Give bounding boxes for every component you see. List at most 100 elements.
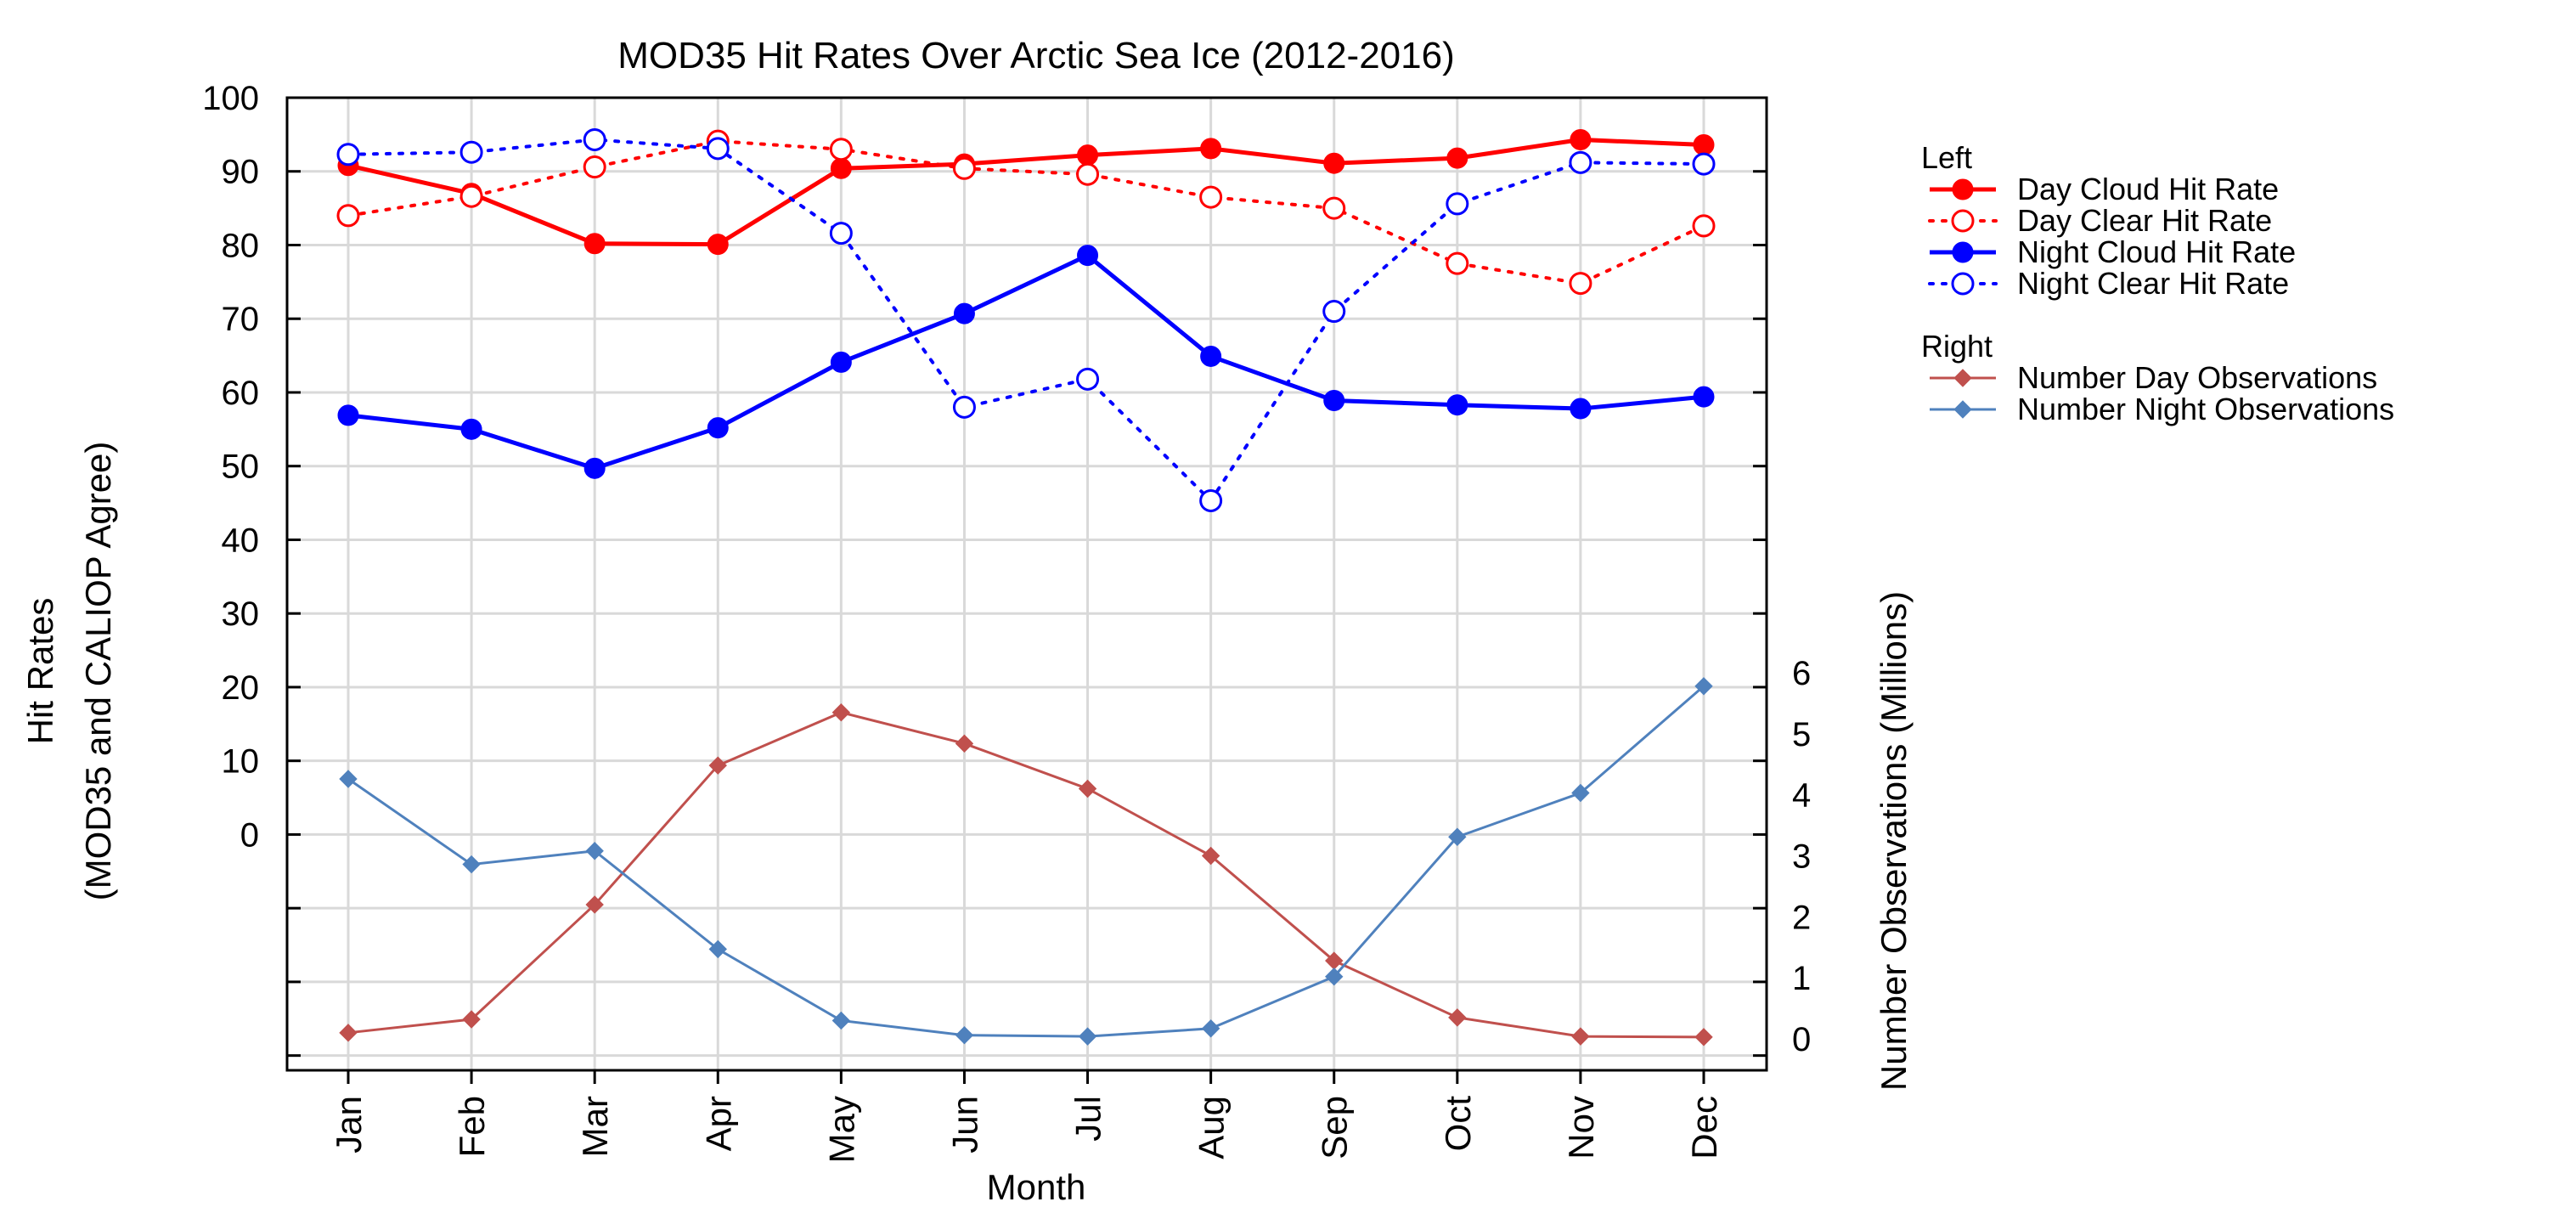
x-tick-label-mar: Mar — [575, 1096, 615, 1157]
left-tick-label: 30 — [222, 595, 260, 633]
series-night-cloud-hit-rate — [337, 245, 1715, 479]
data-point-number-night-observations-sep — [1325, 968, 1344, 986]
data-point-day-clear-hit-rate-dec — [1692, 214, 1716, 238]
data-point-night-cloud-hit-rate-aug — [1200, 345, 1222, 367]
series-day-clear-hit-rate — [336, 129, 1716, 296]
legend-label: Day Cloud Hit Rate — [2017, 172, 2279, 206]
data-point-night-cloud-hit-rate-feb — [460, 418, 482, 440]
data-point-day-cloud-hit-rate-sep — [1323, 152, 1345, 174]
series-night-clear-hit-rate — [336, 127, 1716, 512]
data-point-number-night-observations-may — [831, 1011, 851, 1030]
data-point-number-day-observations-jan — [339, 1024, 358, 1042]
data-point-night-cloud-hit-rate-sep — [1323, 390, 1345, 412]
data-point-day-clear-hit-rate-jan — [336, 204, 360, 228]
data-point-number-night-observations-feb — [462, 855, 481, 874]
data-point-night-clear-hit-rate-oct — [1446, 192, 1469, 216]
left-tick-label: 40 — [222, 522, 260, 559]
data-point-number-day-observations-mar — [585, 895, 604, 914]
series-line-day-clear-hit-rate — [347, 139, 1705, 285]
left-tick-label: 20 — [222, 669, 260, 707]
legend-item-night-cloud-hit-rate: Night Cloud Hit Rate — [1930, 234, 2296, 269]
data-point-number-day-observations-jul — [1078, 779, 1097, 798]
x-tick-label-jan: Jan — [329, 1096, 369, 1154]
series-line-number-day-observations — [347, 711, 1705, 1039]
data-point-number-night-observations-nov — [1571, 783, 1590, 803]
data-point-day-clear-hit-rate-jun — [952, 156, 976, 180]
data-point-night-cloud-hit-rate-oct — [1446, 394, 1468, 416]
data-point-number-day-observations-nov — [1571, 1027, 1590, 1046]
data-point-day-cloud-hit-rate-apr — [707, 234, 729, 256]
left-axis-ticks: 0 10 20 30 40 50 60 70 80 90 100 — [202, 80, 301, 1058]
data-point-day-clear-hit-rate-feb — [459, 184, 483, 208]
x-tick-label-apr: Apr — [698, 1096, 738, 1151]
data-point-day-clear-hit-rate-mar — [583, 155, 606, 179]
data-point-day-cloud-hit-rate-oct — [1446, 147, 1468, 169]
data-point-day-clear-hit-rate-jul — [1076, 162, 1100, 186]
x-tick-label-may: May — [821, 1096, 861, 1163]
right-tick-label: 4 — [1792, 777, 1811, 815]
data-point-night-cloud-hit-rate-nov — [1570, 398, 1592, 420]
right-axis-ticks: 0 1 2 3 4 5 6 — [1753, 96, 1811, 1058]
data-point-night-clear-hit-rate-jul — [1076, 367, 1100, 391]
series-line-number-night-observations — [347, 685, 1705, 1038]
left-axis-label-line2: (MOD35 and CALIOP Agree) — [78, 442, 118, 901]
data-point-night-clear-hit-rate-jun — [952, 395, 976, 419]
data-point-day-cloud-hit-rate-aug — [1200, 138, 1222, 160]
left-tick-label: 80 — [222, 227, 260, 264]
legend-group-right: Right — [1921, 329, 1993, 364]
legend-item-day-clear-hit-rate: Day Clear Hit Rate — [1928, 203, 2272, 238]
x-tick-label-sep: Sep — [1315, 1096, 1355, 1159]
data-point-night-clear-hit-rate-sep — [1322, 300, 1346, 324]
data-point-number-day-observations-jun — [955, 734, 974, 753]
data-point-number-night-observations-jul — [1078, 1027, 1097, 1046]
legend-label: Night Cloud Hit Rate — [2017, 234, 2296, 269]
data-point-number-day-observations-oct — [1448, 1008, 1467, 1027]
data-point-number-night-observations-jan — [339, 770, 358, 788]
data-point-night-clear-hit-rate-apr — [706, 137, 730, 161]
legend-item-number-day-observations: Number Day Observations — [1930, 360, 2377, 395]
legend-label: Day Clear Hit Rate — [2017, 203, 2272, 238]
left-tick-label: 70 — [222, 301, 260, 338]
plot-frame — [285, 96, 1768, 1072]
left-tick-label: 50 — [222, 449, 260, 486]
legend-item-night-clear-hit-rate: Night Clear Hit Rate — [1928, 266, 2289, 301]
data-point-night-clear-hit-rate-jan — [336, 143, 360, 166]
data-point-number-day-observations-apr — [708, 756, 727, 775]
data-point-day-cloud-hit-rate-nov — [1570, 128, 1592, 150]
series-number-day-observations — [339, 702, 1713, 1047]
x-tick-label-dec: Dec — [1684, 1096, 1724, 1159]
right-tick-label: 1 — [1792, 960, 1811, 997]
left-axis-label-line1: Hit Rates — [20, 598, 60, 745]
legend-marker — [1951, 272, 1975, 296]
series-layer — [336, 127, 1716, 1047]
legend-marker — [1952, 241, 1974, 263]
legend-marker — [1953, 400, 1972, 419]
right-tick-label: 5 — [1792, 716, 1811, 753]
data-point-number-night-observations-jun — [955, 1025, 974, 1045]
data-point-day-clear-hit-rate-sep — [1322, 196, 1346, 220]
legend-group-left: Left — [1921, 140, 1972, 175]
data-point-number-night-observations-apr — [708, 939, 727, 959]
legend-item-day-cloud-hit-rate: Day Cloud Hit Rate — [1930, 172, 2279, 206]
legend-marker — [1953, 369, 1972, 387]
data-point-night-clear-hit-rate-aug — [1199, 488, 1223, 512]
data-point-night-cloud-hit-rate-apr — [707, 417, 729, 439]
data-point-night-clear-hit-rate-feb — [459, 140, 483, 164]
legend-marker — [1952, 178, 1974, 200]
data-point-night-cloud-hit-rate-dec — [1693, 386, 1715, 408]
left-tick-label: 100 — [202, 80, 259, 117]
data-point-night-cloud-hit-rate-jan — [337, 404, 359, 426]
data-point-number-night-observations-oct — [1448, 827, 1467, 846]
data-point-night-clear-hit-rate-dec — [1692, 152, 1716, 176]
data-point-number-day-observations-aug — [1201, 846, 1220, 866]
x-tick-label-jun: Jun — [944, 1096, 984, 1154]
right-tick-label: 2 — [1792, 899, 1811, 936]
data-point-night-cloud-hit-rate-may — [830, 351, 852, 373]
data-point-day-cloud-hit-rate-may — [830, 157, 852, 179]
data-point-day-clear-hit-rate-nov — [1569, 272, 1592, 296]
x-tick-label-oct: Oct — [1438, 1096, 1478, 1152]
right-tick-label: 6 — [1792, 655, 1811, 692]
